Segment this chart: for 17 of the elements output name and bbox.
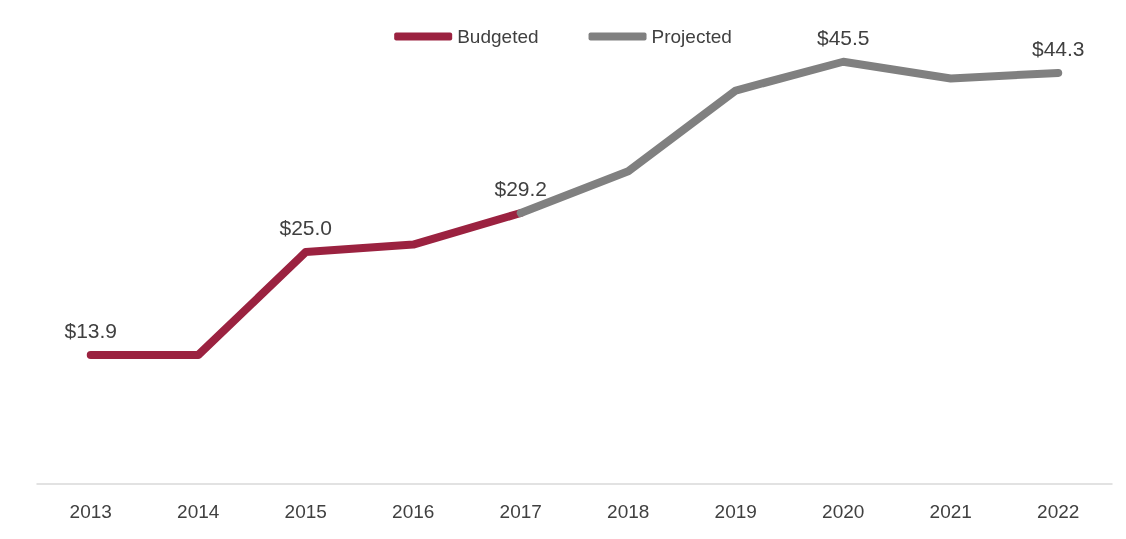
x-tick-label: 2020 bbox=[822, 501, 865, 522]
data-label: $13.9 bbox=[64, 319, 118, 343]
x-tick-label: 2015 bbox=[284, 501, 327, 522]
legend-label: Budgeted bbox=[457, 26, 539, 47]
x-tick-label: 2017 bbox=[499, 501, 542, 522]
data-label: $25.0 bbox=[279, 216, 333, 239]
x-tick-label: 2014 bbox=[177, 501, 220, 522]
data-label: $45.5 bbox=[816, 25, 870, 49]
x-tick-label: 2013 bbox=[69, 501, 112, 522]
x-tick-label: 2022 bbox=[1037, 501, 1080, 522]
x-tick-label: 2018 bbox=[607, 501, 650, 522]
data-label: $44.3 bbox=[1031, 36, 1085, 60]
x-tick-label: 2019 bbox=[714, 501, 757, 522]
x-tick-label: 2016 bbox=[392, 501, 435, 522]
data-label: $29.2 bbox=[494, 177, 548, 201]
legend-label: Projected bbox=[651, 26, 732, 47]
x-tick-label: 2021 bbox=[929, 501, 972, 522]
